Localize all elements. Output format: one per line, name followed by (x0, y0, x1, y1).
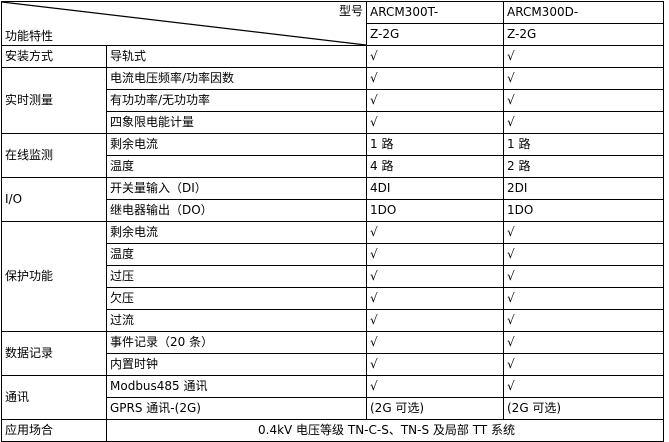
item-label: Modbus485 通讯 (106, 375, 367, 398)
corner-model-label: 型号 (338, 4, 363, 18)
table-row: 有功功率/无功功率 √ √ (2, 89, 664, 112)
value-model-t: √ (366, 243, 504, 266)
value-model-t: √ (366, 89, 504, 112)
table-row: 实时测量 电流电压频率/功率因数 √ √ (1, 67, 664, 134)
table-row: 过压 √ √ (2, 265, 664, 288)
table-row: 在线监测 剩余电流 1 路 1 路 (1, 133, 664, 178)
table-row-footer: 应用场合 0.4kV 电压等级 TN-C-S、TN-S 及局部 TT 系统 (1, 419, 664, 442)
value-model-t: √ (366, 353, 504, 376)
item-label: 导轨式 (106, 45, 367, 68)
value-model-d: √ (503, 221, 664, 244)
model-t-line2: Z-2G (370, 27, 400, 41)
item-label: 过流 (106, 309, 367, 332)
group-label-application: 应用场合 (1, 419, 107, 442)
value-model-d: √ (503, 331, 664, 354)
value-model-t: √ (366, 45, 504, 68)
value-model-d: 1 路 (503, 133, 664, 156)
corner-feature-label: 功能特性 (5, 29, 54, 43)
group-label-realtime: 实时测量 (1, 67, 107, 134)
group-label-protection: 保护功能 (1, 221, 107, 332)
value-model-d: 2 路 (503, 155, 664, 178)
value-model-t: (2G 可选) (366, 397, 504, 420)
value-model-d: √ (503, 89, 664, 112)
item-label: 过压 (106, 265, 367, 288)
table-row: 内置时钟 √ √ (2, 353, 664, 376)
value-model-t: √ (366, 287, 504, 310)
column-header-model-t: ARCM300T- Z-2G (366, 1, 504, 46)
value-model-d: √ (503, 287, 664, 310)
item-label: 有功功率/无功功率 (106, 89, 367, 112)
table-row: I/O 开关量输入（DI） 4DI 2DI (1, 177, 664, 222)
value-model-d: √ (503, 67, 664, 90)
group-label-monitor: 在线监测 (1, 133, 107, 178)
value-model-t: 1DO (366, 199, 504, 222)
value-model-t: √ (366, 111, 504, 134)
value-model-t: √ (366, 67, 504, 90)
value-model-t: 1 路 (366, 133, 504, 156)
item-label: 温度 (106, 243, 367, 266)
value-model-t: √ (366, 265, 504, 288)
value-model-t: √ (366, 375, 504, 398)
value-model-t: 4DI (366, 177, 504, 200)
item-label: 内置时钟 (106, 353, 367, 376)
column-header-model-d: ARCM300D- Z-2G (503, 1, 664, 46)
group-label-io: I/O (1, 177, 107, 222)
corner-header-cell: 型号 功能特性 (1, 1, 367, 46)
value-model-d: √ (503, 111, 664, 134)
group-label-datalog: 数据记录 (1, 331, 107, 376)
value-model-d: (2G 可选) (503, 397, 664, 420)
item-label: GPRS 通讯-(2G) (106, 397, 367, 420)
table-row: 过流 √ √ (2, 309, 664, 332)
group-label-install: 安装方式 (1, 45, 107, 68)
table-row: 四象限电能计量 √ √ (2, 111, 664, 134)
table-row: 欠压 √ √ (2, 287, 664, 310)
table-row: 温度 4 路 2 路 (2, 155, 664, 178)
value-model-d: √ (503, 375, 664, 398)
table-row: 通讯 Modbus485 通讯 √ √ (1, 375, 664, 420)
model-d-line1: ARCM300D- (504, 3, 663, 24)
value-model-d: √ (503, 265, 664, 288)
table-header-row: 型号 功能特性 ARCM300T- Z-2G ARCM300D- Z-2G (1, 1, 664, 46)
table-row: 安装方式 导轨式 √ √ (1, 45, 664, 68)
value-model-d: √ (503, 45, 664, 68)
table-row: 保护功能 剩余电流 √ √ (1, 221, 664, 332)
diagonal-divider-icon (2, 2, 366, 45)
model-d-line2: Z-2G (507, 27, 537, 41)
item-label: 开关量输入（DI） (106, 177, 367, 200)
item-label: 剩余电流 (106, 221, 367, 244)
value-model-t: √ (366, 309, 504, 332)
group-label-comm: 通讯 (1, 375, 107, 420)
value-model-d: √ (503, 243, 664, 266)
item-label: 继电器输出（DO） (106, 199, 367, 222)
item-label: 剩余电流 (106, 133, 367, 156)
value-model-t: √ (366, 221, 504, 244)
application-value: 0.4kV 电压等级 TN-C-S、TN-S 及局部 TT 系统 (106, 419, 664, 442)
value-model-d: 1DO (503, 199, 664, 222)
item-label: 温度 (106, 155, 367, 178)
item-label: 欠压 (106, 287, 367, 310)
item-label: 事件记录（20 条） (106, 331, 367, 354)
item-label: 四象限电能计量 (106, 111, 367, 134)
table-row: 温度 √ √ (2, 243, 664, 266)
table-row: 数据记录 事件记录（20 条） √ √ (1, 331, 664, 376)
value-model-d: √ (503, 309, 664, 332)
model-t-line1: ARCM300T- (367, 3, 503, 24)
value-model-t: √ (366, 331, 504, 354)
value-model-t: 4 路 (366, 155, 504, 178)
value-model-d: 2DI (503, 177, 664, 200)
item-label: 电流电压频率/功率因数 (106, 67, 367, 90)
value-model-d: √ (503, 353, 664, 376)
